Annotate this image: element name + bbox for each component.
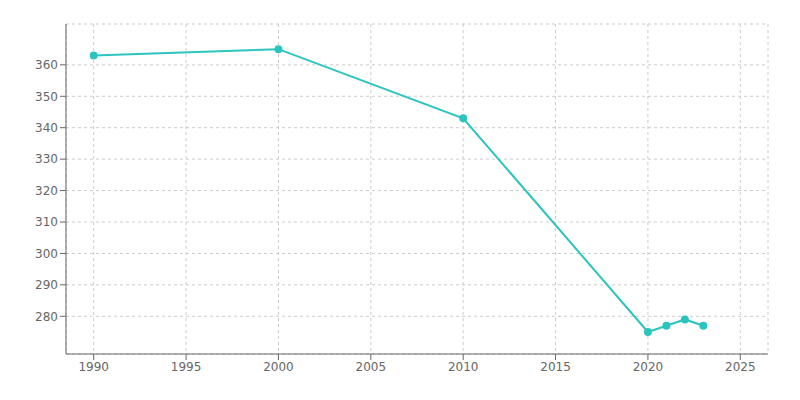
svg-text:2010: 2010 [448,360,479,374]
svg-text:350: 350 [35,90,58,104]
svg-text:340: 340 [35,121,58,135]
svg-text:320: 320 [35,184,58,198]
svg-text:330: 330 [35,152,58,166]
svg-text:360: 360 [35,58,58,72]
svg-text:2020: 2020 [633,360,664,374]
svg-text:300: 300 [35,247,58,261]
svg-text:1995: 1995 [171,360,202,374]
svg-text:310: 310 [35,215,58,229]
svg-text:1990: 1990 [78,360,109,374]
svg-text:280: 280 [35,310,58,324]
svg-text:2000: 2000 [263,360,294,374]
svg-text:2015: 2015 [540,360,571,374]
svg-text:2025: 2025 [725,360,756,374]
svg-text:290: 290 [35,278,58,292]
svg-text:2005: 2005 [356,360,387,374]
